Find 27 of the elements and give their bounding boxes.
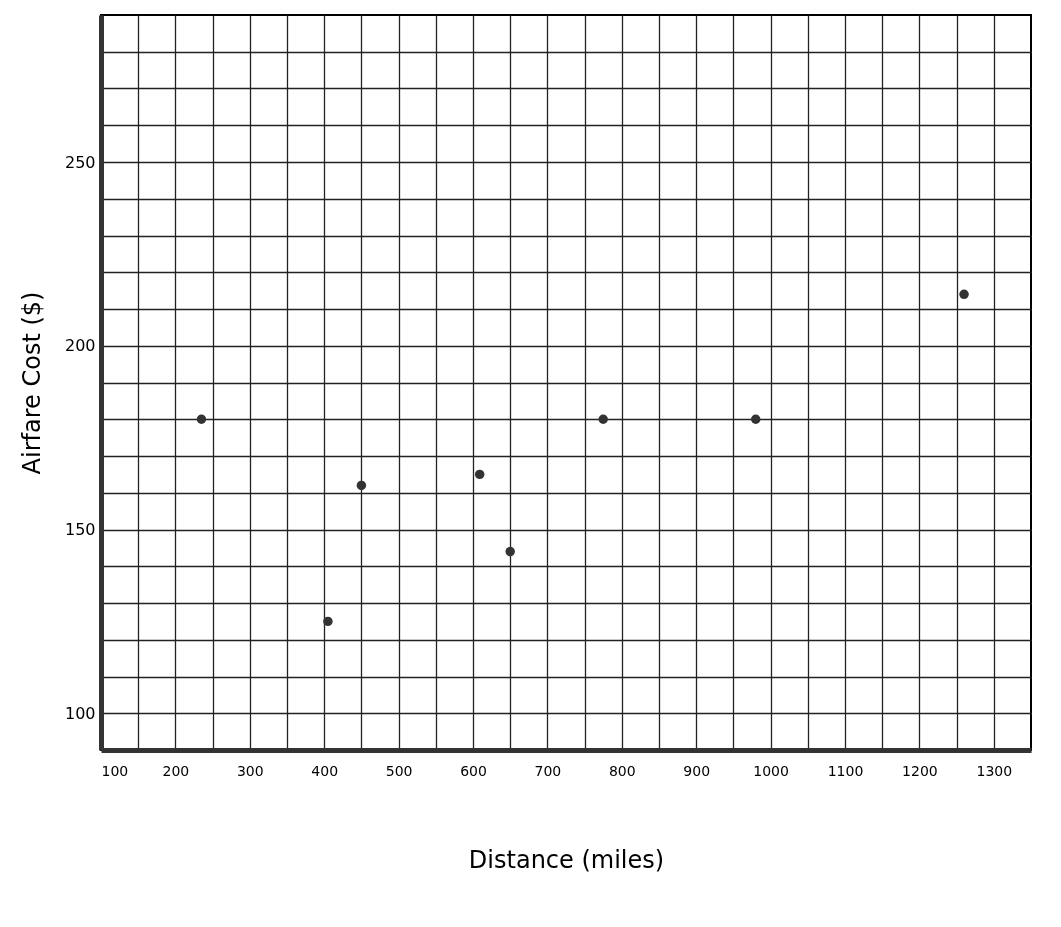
point [474,469,485,480]
point [323,616,333,627]
y-tick-label: 150 [64,520,96,539]
x-tick-label: 700 [534,762,562,779]
x-tick-label: 800 [608,762,636,779]
x-tick-label: 1200 [902,762,938,779]
x-tick-label: 400 [311,762,339,779]
x-tick-label: 1100 [827,762,864,779]
x-tick-label: 600 [460,762,487,779]
x-axis-title: Distance (miles) [468,845,665,874]
point [505,546,515,557]
x-tick-label: 300 [236,762,264,779]
point [356,480,367,491]
x-tick-label: 900 [683,762,711,779]
y-axis-title: Airfare Cost ($) [17,291,46,475]
y-tick-label: 100 [64,703,96,723]
x-tick-label: 500 [385,762,413,779]
point [598,414,608,424]
x-tick-label: 200 [162,762,190,779]
x-tick-label: 1300 [976,762,1013,779]
x-tick-label: 1000 [753,762,789,779]
x-tick-label: 100 [101,762,129,779]
y-tick-label: 250 [64,152,96,172]
point [959,289,969,300]
point [196,414,207,424]
point [750,414,761,424]
y-tick-label: 200 [64,336,96,356]
